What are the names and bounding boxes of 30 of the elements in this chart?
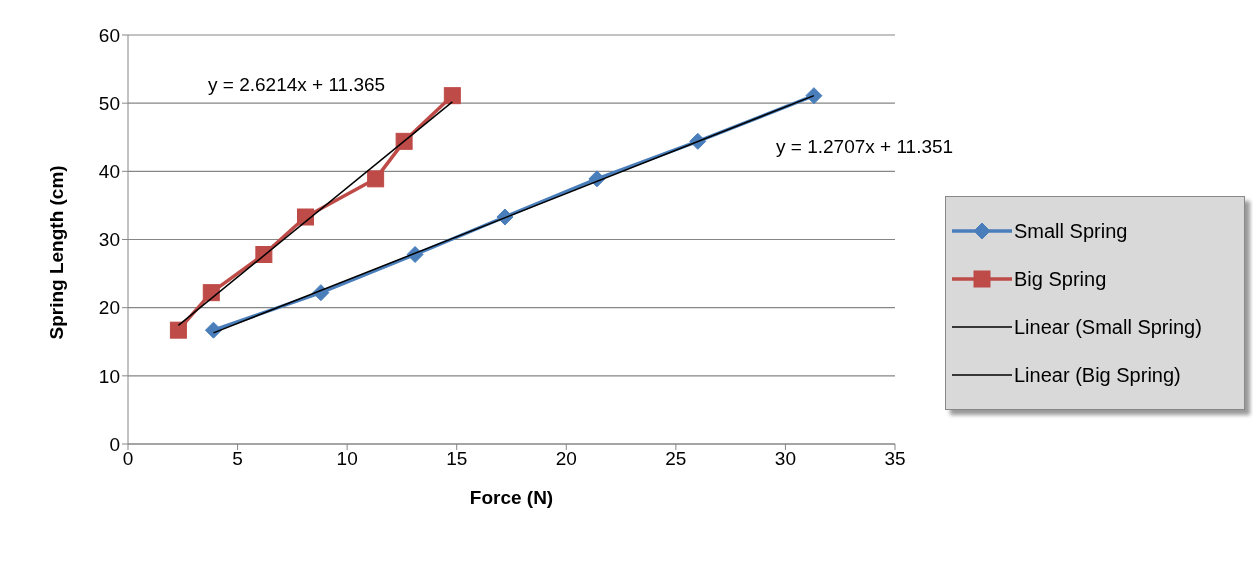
- y-tick-label: 30: [98, 229, 120, 251]
- x-tick-label: 15: [446, 448, 468, 470]
- y-tick-label: 0: [109, 433, 120, 455]
- point: [805, 87, 823, 105]
- legend-label: Big Spring: [1014, 267, 1107, 291]
- y-tick-label: 40: [98, 161, 120, 183]
- point: [204, 321, 222, 339]
- legend-label: Small Spring: [1014, 219, 1128, 243]
- y-tick-label: 20: [98, 297, 120, 319]
- annotation: y = 1.2707x + 11.351: [776, 136, 954, 158]
- x-tick-label: 5: [232, 448, 243, 470]
- y-tick-label: 50: [98, 92, 120, 114]
- y-axis-title: Spring Length (cm): [45, 165, 67, 340]
- point: [297, 208, 315, 226]
- y-tick-label: 60: [98, 24, 120, 46]
- x-tick-label: 20: [555, 448, 577, 470]
- y-tick-label: 10: [98, 365, 120, 387]
- x-tick-label: 0: [122, 448, 134, 470]
- annotation: y = 2.6214x + 11.365: [208, 74, 386, 96]
- x-tick-label: 30: [774, 448, 796, 470]
- x-axis-title: Force (N): [469, 487, 554, 508]
- point: [202, 284, 220, 302]
- point: [443, 87, 461, 105]
- point: [367, 170, 385, 188]
- x-tick-label: 10: [336, 448, 358, 470]
- x-tick-label: 25: [665, 448, 687, 470]
- legend-label: Linear (Big Spring): [1014, 363, 1181, 387]
- x-tick-label: 35: [884, 448, 906, 470]
- point: [169, 321, 187, 339]
- legend-label: Linear (Small Spring): [1014, 315, 1202, 339]
